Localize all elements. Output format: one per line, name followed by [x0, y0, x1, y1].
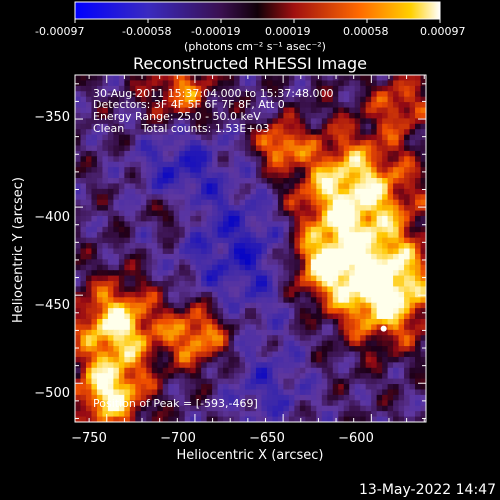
colorbar-tick-label-4: 0.00058 [343, 25, 389, 38]
plot-frame [74, 74, 427, 423]
colorbar-tick-label-0: -0.00097 [35, 25, 84, 38]
peak-position-text: Position of Peak = [-593,-469] [93, 397, 258, 410]
info-clean-counts: Clean Total counts: 1.53E+03 [93, 122, 270, 135]
y-tick-label-3: −350 [34, 110, 70, 125]
colorbar-ticks [74, 19, 441, 23]
y-axis-label: Heliocentric Y (arcsec) [11, 177, 26, 323]
peak-marker [380, 325, 387, 332]
info-detectors: Detectors: 3F 4F 5F 6F 7F 8F, Att 0 [93, 98, 285, 111]
colorbar-tick-label-3: 0.00019 [265, 25, 311, 38]
x-tick-label-3: −600 [338, 431, 374, 446]
y-tick-label-1: −450 [34, 298, 70, 313]
info-energy-range: Energy Range: 25.0 - 50.0 keV [93, 110, 261, 123]
heatmap-image [75, 75, 426, 422]
chart-title: Reconstructed RHESSI Image [133, 54, 367, 73]
colorbar-units: (photons cm⁻² s⁻¹ asec⁻²) [184, 40, 326, 53]
footer-date: 13-May-2022 14:47 [359, 482, 496, 498]
colorbar-gradient [74, 1, 441, 20]
y-tick-label-0: −500 [34, 386, 70, 401]
x-axis-label: Heliocentric X (arcsec) [177, 448, 324, 463]
colorbar-tick-label-1: -0.00058 [122, 25, 171, 38]
colorbar: -0.00097 -0.00058 -0.00019 0.00019 0.000… [35, 1, 466, 53]
info-time-range: 30-Aug-2011 15:37:04.000 to 15:37:48.000 [93, 87, 334, 100]
colorbar-tick-label-5: 0.00097 [420, 25, 466, 38]
y-tick-label-2: −400 [34, 210, 70, 225]
x-tick-label-1: −700 [160, 431, 196, 446]
axis-ticks [75, 75, 426, 422]
x-tick-label-2: −650 [249, 431, 285, 446]
x-tick-label-0: −750 [71, 431, 107, 446]
colorbar-tick-label-2: -0.00019 [191, 25, 240, 38]
